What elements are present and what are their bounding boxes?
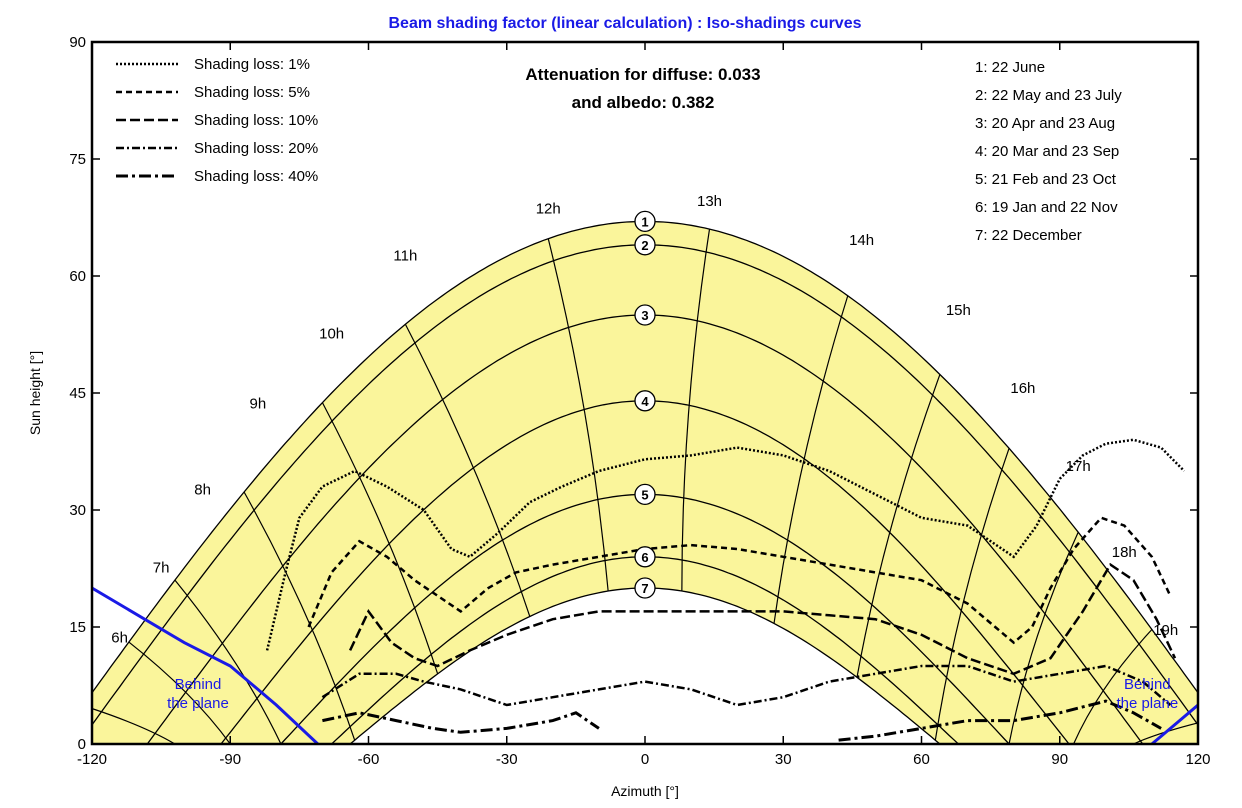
x-tick-label: -60 [358,751,380,768]
hour-line [404,323,531,617]
y-tick-label: 45 [69,385,86,402]
x-tick-label: -120 [77,751,107,768]
y-tick-label: 15 [69,619,86,636]
sun-path-marker: 5 [634,483,656,506]
iso-shading-curve [348,562,1177,676]
sun-path-marker-circle [634,234,656,256]
y-tick-label: 90 [69,34,86,51]
x-axis-ticks: -120 -90 -60 -30 0 30 60 90 120 [77,42,1211,768]
hour-line [1073,629,1153,744]
hour-label: 11h [393,247,417,264]
x-tick-label: 90 [1051,751,1068,768]
sun-path-marker: 3 [634,304,656,326]
x-axis-label: Azimuth [°] [611,783,679,799]
sun-path-number: 2 [641,238,648,253]
sun-path-marker-circle [634,577,656,599]
x-tick-label: 0 [641,751,649,768]
hour-line [92,707,176,744]
sun-path-marker-circle [634,483,656,506]
hour-line [243,491,356,741]
date-legend-item: 6: 19 Jan and 22 Nov [975,199,1118,216]
date-legend: 1: 22 June 2: 22 May and 23 July 3: 20 Apr… [975,59,1122,244]
sun-path-marker-circle [634,546,656,568]
legend-label: Shading loss: 40% [194,168,318,185]
hour-label: 19h [1153,622,1178,639]
plot-area: Behind the plane Behind the plane 1 2 3 4 5 6 7 6h 7… [90,40,1200,746]
y-tick-label: 0 [78,736,86,753]
plot-inner [92,220,1198,744]
sun-path-marker: 6 [634,546,656,568]
legend-label: Shading loss: 10% [194,112,318,129]
sun-path-number: 1 [641,214,648,229]
sun-path-marker: 2 [634,234,656,256]
hour-label: 14h [849,232,874,249]
iso-shading-curve [838,699,1162,742]
sun-path-marker-circle [634,304,656,326]
x-tick-label: 60 [913,751,930,768]
legend-label: Shading loss: 5% [194,84,310,101]
chart-title: Beam shading factor (linear calculation)… [388,15,861,32]
sun-path-number: 3 [641,308,648,323]
sun-path-number: 4 [641,394,649,409]
date-legend-item: 1: 22 June [975,59,1045,76]
y-tick-label: 60 [69,268,86,285]
sun-path-marker: 7 [634,577,656,599]
iso-shading-curve [322,711,600,734]
date-legend-item: 5: 21 Feb and 23 Oct [975,171,1117,188]
y-axis-label: Sun height [°] [27,351,43,435]
attenuation-diffuse: Attenuation for diffuse: 0.033 [525,65,760,84]
hour-label: 10h [319,325,344,342]
date-legend-item: 2: 22 May and 23 July [975,87,1122,104]
sun-path-number: 7 [641,581,648,596]
y-tick-label: 75 [69,151,86,168]
hour-label: 16h [1010,380,1035,397]
hour-label: 8h [194,481,211,498]
behind-plane-label: Behind [1124,676,1171,693]
hour-line [934,448,1010,741]
hour-label: 17h [1066,458,1091,475]
behind-plane-label: the plane [167,695,229,712]
sun-path-marker: 1 [634,210,656,233]
horizon-line [92,586,319,744]
sun-path-number: 5 [641,487,648,502]
behind-plane-label: the plane [1116,695,1178,712]
hour-line [856,374,941,678]
hour-label: 7h [153,559,170,576]
hour-label: 18h [1112,544,1137,561]
hour-line [321,402,439,675]
sun-path-marker: 4 [634,390,656,412]
attenuation-albedo: and albedo: 0.382 [572,93,715,112]
hour-line [773,295,849,624]
date-legend-item: 7: 22 December [975,227,1082,244]
hour-label: 6h [111,630,128,647]
hour-line [1008,531,1079,744]
x-tick-label: 30 [775,751,792,768]
hour-line [174,579,282,744]
date-legend-item: 4: 20 Mar and 23 Sep [975,143,1119,160]
hour-label: 12h [536,201,561,218]
iso-shading-curve [265,438,1186,651]
hour-label: 15h [946,302,971,319]
hour-line [681,229,711,591]
hour-line [547,238,609,592]
x-tick-label: -30 [496,751,518,768]
sun-path-number: 6 [641,550,648,565]
x-tick-label: -90 [219,751,241,768]
sun-path-marker-circle [634,210,656,233]
y-tick-label: 30 [69,502,86,519]
behind-plane-label: Behind [175,676,222,693]
date-legend-item: 3: 20 Apr and 23 Aug [975,115,1115,132]
loss-legend: Shading loss: 1% Shading loss: 5% Shading … [116,56,318,185]
legend-label: Shading loss: 20% [194,140,318,157]
sun-path-marker-circle [634,390,656,412]
hour-label: 9h [250,396,267,413]
hour-label: 13h [697,193,722,210]
legend-label: Shading loss: 1% [194,56,310,73]
horizon-line [1150,703,1198,744]
x-tick-label: 120 [1185,751,1210,768]
iso-shading-curve [307,516,1172,645]
